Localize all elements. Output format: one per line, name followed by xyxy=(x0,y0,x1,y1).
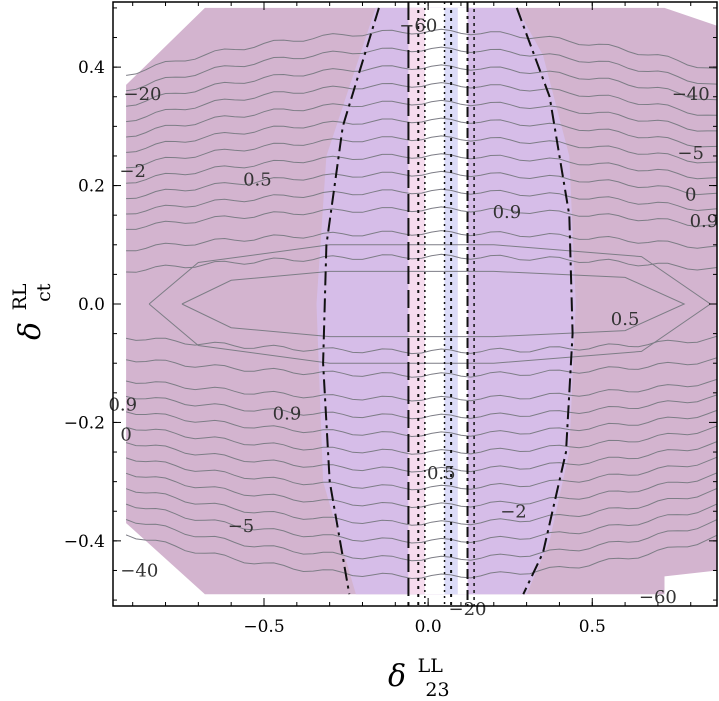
y-axis-title: δ RL ct xyxy=(0,274,55,340)
contour-line xyxy=(126,28,717,76)
contour-level-label: −2 xyxy=(119,161,146,182)
contour-line xyxy=(125,425,717,455)
contour-level-label: 0.9 xyxy=(690,211,719,232)
contour-line xyxy=(125,394,717,420)
x-axis-subscript: 23 xyxy=(425,679,449,701)
contour-level-label: 0.5 xyxy=(611,309,640,330)
contour-level-label: 0 xyxy=(685,185,696,206)
contour-labels: −60 −20 −2 0.5 −40 −5 0 0.9 0.9 0.5 0.9 0 0.9 0.5 −2 −5… xyxy=(108,16,718,620)
x-tick-label: 0.5 xyxy=(579,617,606,637)
contour-level-label: −40 xyxy=(672,84,710,105)
y-axis-symbol: δ xyxy=(13,322,48,340)
contour-level-label: −5 xyxy=(677,143,704,164)
white-gap xyxy=(424,7,445,595)
y-tick-label: 0.2 xyxy=(78,177,105,197)
y-tick-label: −0.2 xyxy=(64,413,105,433)
boundary-left-arc xyxy=(322,7,380,595)
shaded-regions xyxy=(126,7,717,595)
x-tick-label: −0.5 xyxy=(243,617,284,637)
contour-level-label: −60 xyxy=(399,16,437,37)
contour-line xyxy=(181,270,686,338)
contour-level-label: 0.9 xyxy=(273,404,302,425)
contour-level-label: 0.5 xyxy=(243,170,272,191)
contour-level-label: −60 xyxy=(639,587,677,608)
contour-line xyxy=(125,441,717,473)
x-axis-title: δ LL 23 xyxy=(388,645,452,701)
contour-line xyxy=(126,206,717,230)
pink-strip xyxy=(408,7,425,595)
contour-line xyxy=(125,487,717,526)
boundary-right-arc xyxy=(515,7,574,595)
contour-line xyxy=(126,46,717,92)
contour-lines xyxy=(125,28,717,580)
contour-line xyxy=(126,135,717,169)
contour-line xyxy=(126,153,717,184)
contour-line xyxy=(125,519,717,562)
contour-level-label: 0 xyxy=(120,424,131,445)
contour-level-label: −20 xyxy=(124,84,162,105)
contour-line xyxy=(126,82,717,123)
x-axis-ticks: −0.5 0.0 0.5 xyxy=(132,2,692,637)
y-tick-label: −0.4 xyxy=(64,532,105,552)
contour-line xyxy=(126,170,717,200)
y-axis-superscript: RL xyxy=(9,283,31,310)
contour-level-label: −20 xyxy=(449,599,487,620)
contour-line xyxy=(125,335,717,355)
white-gap xyxy=(457,7,468,595)
contour-line xyxy=(125,472,717,509)
y-tick-label: 0.4 xyxy=(78,58,105,78)
contour-level-label: −5 xyxy=(228,516,255,537)
y-tick-label: 0.0 xyxy=(78,295,105,315)
contour-line xyxy=(126,117,717,153)
x-axis-symbol: δ xyxy=(388,659,406,694)
contour-line xyxy=(125,378,717,402)
contour-line xyxy=(126,230,717,252)
contour-line xyxy=(125,409,717,438)
contour-line xyxy=(126,99,717,138)
contour-line xyxy=(125,456,717,491)
contour-line xyxy=(126,64,717,107)
contour-level-label: −2 xyxy=(500,501,527,522)
contour-line xyxy=(125,503,717,544)
contour-level-label: −40 xyxy=(120,561,158,582)
constraint-boundaries xyxy=(322,2,574,606)
contour-level-label: 0.9 xyxy=(108,395,137,416)
contour-level-label: 0.5 xyxy=(427,463,456,484)
x-tick-label: 0.0 xyxy=(415,617,442,637)
y-axis-subscript: ct xyxy=(33,283,55,302)
contour-line xyxy=(125,534,717,580)
contour-line xyxy=(126,253,717,273)
contour-line xyxy=(125,357,717,378)
y-axis-ticks: −0.4 −0.2 0.0 0.2 0.4 xyxy=(64,7,717,601)
x-axis-superscript: LL xyxy=(418,655,444,677)
contour-line xyxy=(126,188,717,215)
contour-level-label: 0.9 xyxy=(493,202,522,223)
